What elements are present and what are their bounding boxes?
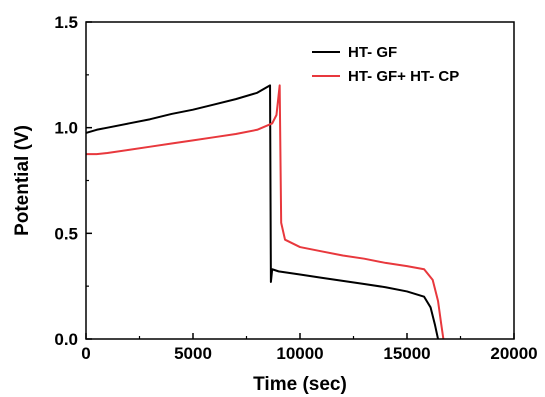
x-tick-label: 20000: [490, 344, 537, 363]
series-layer: [85, 84, 445, 340]
x-tick-label: 0: [81, 344, 90, 363]
legend: HT- GF HT- GF+ HT- CP: [312, 44, 459, 85]
ticks-layer: 0 5000 10000 15000 20000 0.0 0.5 1.0 1.5: [54, 13, 537, 363]
y-tick-label: 0.5: [54, 224, 78, 243]
legend-label-1: HT- GF: [348, 44, 397, 61]
x-tick-label: 15000: [383, 344, 430, 363]
x-tick-label: 5000: [174, 344, 212, 363]
y-tick-label: 1.5: [54, 13, 78, 32]
legend-label-2: HT- GF+ HT- CP: [348, 68, 459, 85]
series-line-1: [85, 84, 440, 340]
y-axis-title: Potential (V): [12, 125, 33, 236]
y-tick-label: 0.0: [54, 330, 78, 349]
x-tick-label: 10000: [276, 344, 323, 363]
x-axis-title: Time (sec): [253, 374, 347, 395]
series-line-2: [86, 84, 445, 340]
y-tick-label: 1.0: [54, 119, 78, 138]
